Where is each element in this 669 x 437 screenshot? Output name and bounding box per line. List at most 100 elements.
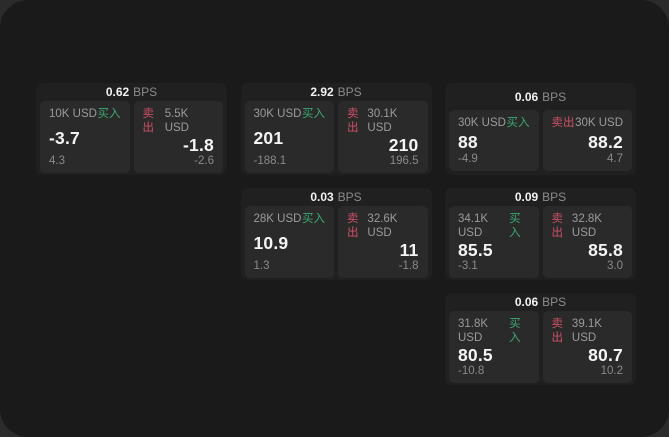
sell-size-label: 5.5K USD [164, 108, 189, 134]
quote-panels: 30K USD 买入 88 -4.9 卖出 30K USD 88.2 4.7 [445, 108, 636, 175]
buy-panel-top-row: 34.1K USD 买入 [458, 212, 530, 240]
quote-panels: 10K USD 买入 -3.7 4.3 卖出 5.5K USD -1.8 -2.… [36, 99, 227, 175]
buy-panel-top-row: 10K USD 买入 [49, 107, 121, 121]
sell-side-label: 卖出 [142, 108, 155, 134]
sell-price-value: 80.7 [588, 345, 623, 365]
sell-side-label: 卖出 [347, 108, 359, 134]
buy-size-label: 10K USD [49, 108, 97, 120]
buy-side-label: 买入 [509, 213, 521, 239]
buy-panel-top-row: 31.8K USD 买入 [458, 317, 530, 345]
quote-panels: 31.8K USD 买入 80.5 -10.8 卖出 39.1K USD 80.… [445, 309, 636, 385]
buy-side-label: 买入 [302, 213, 325, 225]
buy-panel-top-row: 30K USD 买入 [254, 107, 326, 121]
sell-quote-panel[interactable]: 卖出 39.1K USD 80.7 10.2 [542, 311, 632, 383]
buy-quote-panel[interactable]: 34.1K USD 买入 85.5 -3.1 [449, 206, 539, 278]
quote-tile: 0.06 BPS 30K USD 买入 88 -4.9 卖出 30K USD 8… [445, 83, 636, 175]
sell-quote-panel[interactable]: 卖出 30.1K USD 210 196.5 [338, 101, 428, 173]
buy-delta-value: -188.1 [253, 155, 287, 167]
spread-value: 0.03 [310, 190, 334, 204]
buy-quote-panel[interactable]: 30K USD 买入 201 -188.1 [244, 101, 334, 173]
sell-delta-value: -1.8 [398, 260, 419, 272]
buy-panel-top-row: 30K USD 买入 [458, 116, 530, 130]
buy-delta-value: 1.3 [253, 260, 270, 272]
sell-quote-panel[interactable]: 卖出 5.5K USD -1.8 -2.6 [133, 101, 223, 173]
sell-price-value: 210 [388, 135, 419, 155]
quote-tile-header: 0.03 BPS [241, 188, 432, 204]
quote-tile-header: 0.62 BPS [36, 83, 227, 99]
sell-size-label: 30K USD [575, 117, 623, 129]
sell-size-label: 30.1K USD [367, 108, 398, 134]
sell-size-label: 32.6K USD [367, 213, 398, 239]
quote-tile: 0.03 BPS 28K USD 买入 10.9 1.3 卖出 32.6K US… [240, 188, 432, 280]
quote-tile: 0.09 BPS 34.1K USD 买入 85.5 -3.1 卖出 32.8K… [445, 188, 636, 280]
sell-panel-top-row: 卖出 30K USD [552, 116, 624, 130]
sell-delta-value: 3.0 [607, 260, 623, 272]
sell-size-label: 39.1K USD [571, 318, 602, 344]
spread-value: 0.62 [105, 85, 130, 99]
sell-quote-panel[interactable]: 卖出 32.6K USD 11 -1.8 [338, 206, 428, 278]
sell-panel-top-row: 卖出 32.8K USD [552, 212, 624, 240]
buy-side-label: 买入 [97, 108, 121, 120]
sell-side-label: 卖出 [551, 318, 564, 344]
quote-tile: 2.92 BPS 30K USD 买入 201 -188.1 卖出 30.1K … [240, 83, 432, 175]
buy-side-label: 买入 [509, 318, 521, 344]
quote-panels: 28K USD 买入 10.9 1.3 卖出 32.6K USD 11 -1.8 [241, 204, 432, 280]
buy-quote-panel[interactable]: 31.8K USD 买入 80.5 -10.8 [449, 311, 539, 383]
buy-price-value: 201 [253, 128, 284, 148]
sell-panel-top-row: 卖出 32.6K USD [347, 212, 419, 240]
spread-value: 0.09 [514, 190, 539, 204]
sell-panel-top-row: 卖出 5.5K USD [143, 107, 215, 135]
buy-quote-panel[interactable]: 28K USD 买入 10.9 1.3 [244, 206, 334, 278]
sell-delta-value: 196.5 [389, 155, 419, 167]
spread-unit-label: BPS [542, 190, 567, 204]
buy-size-label: 34.1K USD [458, 213, 489, 239]
quote-tile-grid: 0.62 BPS 10K USD 买入 -3.7 4.3 卖出 5.5K USD… [36, 83, 636, 385]
sell-price-value: 11 [399, 240, 419, 260]
sell-size-label: 32.8K USD [571, 213, 602, 239]
sell-panel-top-row: 卖出 39.1K USD [552, 317, 624, 345]
buy-price-value: 85.5 [458, 240, 493, 260]
buy-delta-value: -10.8 [458, 365, 485, 377]
buy-delta-value: -4.9 [458, 153, 478, 165]
buy-delta-value: 4.3 [49, 155, 65, 167]
buy-size-label: 31.8K USD [458, 318, 489, 344]
quote-tile-header: 2.92 BPS [241, 83, 432, 99]
quote-tile-header: 0.09 BPS [445, 188, 636, 204]
spread-value: 0.06 [514, 89, 539, 104]
buy-price-value: 80.5 [458, 345, 493, 365]
buy-quote-panel[interactable]: 10K USD 买入 -3.7 4.3 [40, 101, 130, 173]
buy-size-label: 30K USD [253, 108, 302, 120]
sell-delta-value: 4.7 [607, 153, 623, 165]
buy-side-label: 买入 [506, 117, 530, 129]
quote-panels: 30K USD 买入 201 -188.1 卖出 30.1K USD 210 1… [241, 99, 432, 175]
buy-price-value: 88 [458, 131, 478, 152]
sell-side-label: 卖出 [551, 117, 575, 129]
buy-side-label: 买入 [302, 108, 325, 120]
spread-unit-label: BPS [337, 85, 362, 99]
quote-tile: 0.06 BPS 31.8K USD 买入 80.5 -10.8 卖出 39.1… [445, 293, 636, 385]
spread-value: 0.06 [514, 295, 539, 309]
sell-delta-value: -2.6 [194, 155, 214, 167]
buy-quote-panel[interactable]: 30K USD 买入 88 -4.9 [449, 110, 539, 171]
quote-tile-header: 0.06 BPS [445, 293, 636, 309]
sell-price-value: 88.2 [588, 131, 623, 152]
spread-unit-label: BPS [337, 190, 362, 204]
sell-quote-panel[interactable]: 卖出 32.8K USD 85.8 3.0 [542, 206, 632, 278]
sell-side-label: 卖出 [347, 213, 359, 239]
quote-tile-header: 0.06 BPS [445, 83, 636, 108]
quote-panels: 34.1K USD 买入 85.5 -3.1 卖出 32.8K USD 85.8… [445, 204, 636, 280]
buy-panel-top-row: 28K USD 买入 [254, 212, 326, 226]
sell-panel-top-row: 卖出 30.1K USD [347, 107, 419, 135]
spread-unit-label: BPS [542, 295, 567, 309]
sell-price-value: -1.8 [183, 135, 214, 155]
sell-side-label: 卖出 [551, 213, 564, 239]
quote-tile: 0.62 BPS 10K USD 买入 -3.7 4.3 卖出 5.5K USD… [36, 83, 227, 175]
buy-price-value: 10.9 [253, 233, 289, 253]
sell-price-value: 85.8 [588, 240, 623, 260]
spread-unit-label: BPS [542, 89, 567, 104]
spread-value: 2.92 [310, 85, 334, 99]
sell-quote-panel[interactable]: 卖出 30K USD 88.2 4.7 [542, 110, 632, 171]
buy-size-label: 28K USD [253, 213, 302, 225]
buy-delta-value: -3.1 [458, 260, 478, 272]
